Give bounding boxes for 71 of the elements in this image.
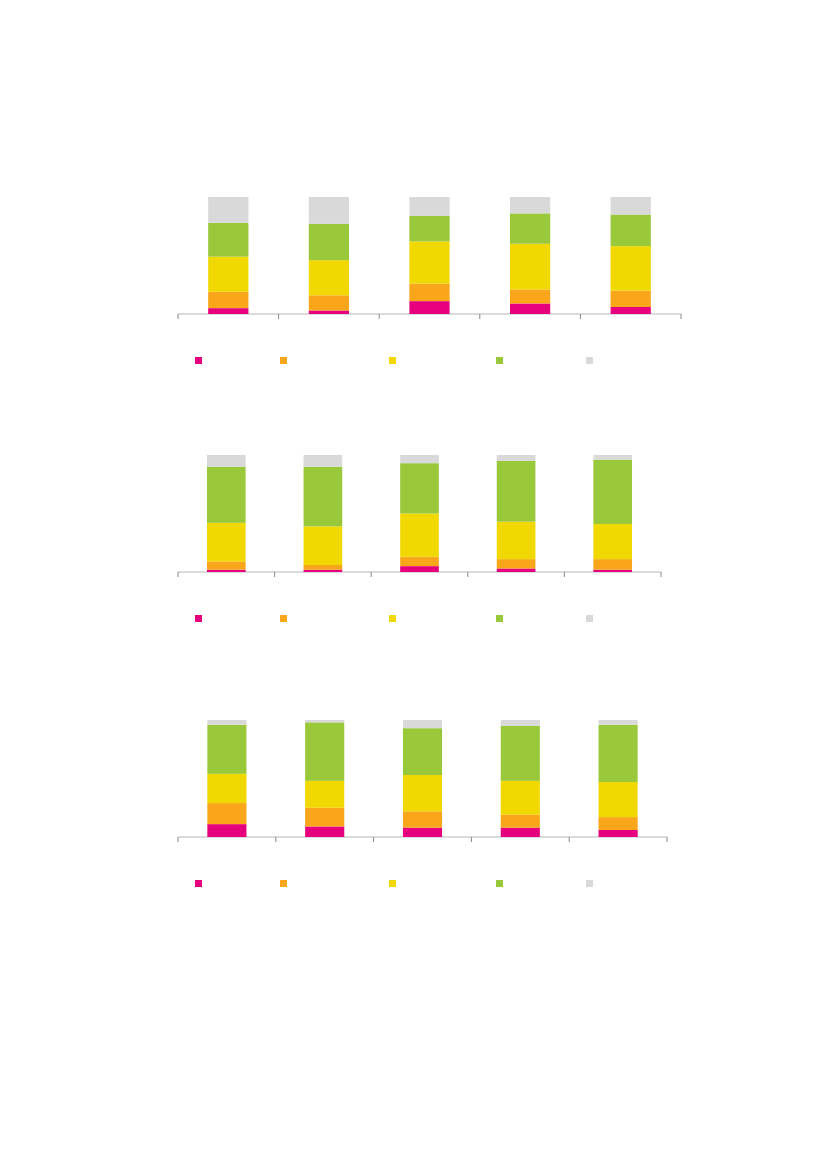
bar: [305, 826, 345, 837]
bar: [208, 291, 249, 309]
bar: [303, 526, 343, 565]
bar: [496, 521, 536, 560]
bar: [500, 814, 540, 828]
bar: [308, 260, 350, 296]
bar: [610, 197, 651, 215]
bar: [206, 522, 246, 562]
bar: [509, 243, 551, 290]
bar: [303, 466, 343, 527]
bar: [402, 774, 443, 812]
bar: [303, 564, 343, 570]
bar: [496, 455, 536, 461]
bar: [409, 215, 450, 242]
bar: [207, 724, 247, 774]
bar: [308, 223, 350, 261]
bar: [500, 725, 540, 781]
bar: [402, 827, 443, 837]
bar: [308, 310, 350, 314]
bar: [303, 455, 343, 467]
bar: [593, 455, 633, 460]
bar: [409, 283, 450, 302]
bar: [207, 824, 247, 837]
bar: [206, 466, 246, 523]
bar: [305, 780, 345, 808]
bar: [500, 827, 540, 837]
bar: [207, 773, 247, 804]
bar: [610, 214, 651, 247]
bar: [509, 289, 551, 304]
bar: [305, 722, 345, 781]
bar: [206, 561, 246, 570]
bar: [500, 720, 540, 726]
bar: [593, 459, 633, 525]
bar: [208, 308, 249, 314]
bar: [409, 301, 450, 314]
bar: [402, 811, 443, 828]
bar: [400, 455, 439, 464]
bar: [598, 829, 638, 837]
bar: [409, 241, 450, 284]
bar: [305, 807, 345, 827]
bar: [509, 197, 551, 214]
bar: [207, 720, 247, 725]
bar: [598, 782, 638, 818]
bar: [208, 222, 249, 257]
bar: [308, 295, 350, 311]
bar: [509, 213, 551, 244]
bar: [598, 724, 638, 783]
bar: [400, 556, 439, 567]
bar: [509, 303, 551, 314]
bar: [496, 559, 536, 569]
bar: [610, 306, 651, 314]
bar: [208, 256, 249, 292]
bar: [593, 559, 633, 570]
bar: [308, 197, 350, 224]
bar: [207, 803, 247, 825]
bar: [400, 463, 439, 514]
bar: [496, 460, 536, 522]
bar: [402, 720, 443, 729]
bar: [400, 513, 439, 557]
bar: [208, 197, 249, 223]
bar: [598, 720, 638, 725]
bar: [496, 568, 536, 572]
bar: [593, 524, 633, 560]
bar: [409, 197, 450, 216]
bar: [500, 780, 540, 815]
bar: [400, 566, 439, 572]
bar: [610, 290, 651, 307]
bar: [598, 817, 638, 830]
bar: [402, 728, 443, 775]
bar: [610, 246, 651, 291]
bar: [206, 455, 246, 467]
